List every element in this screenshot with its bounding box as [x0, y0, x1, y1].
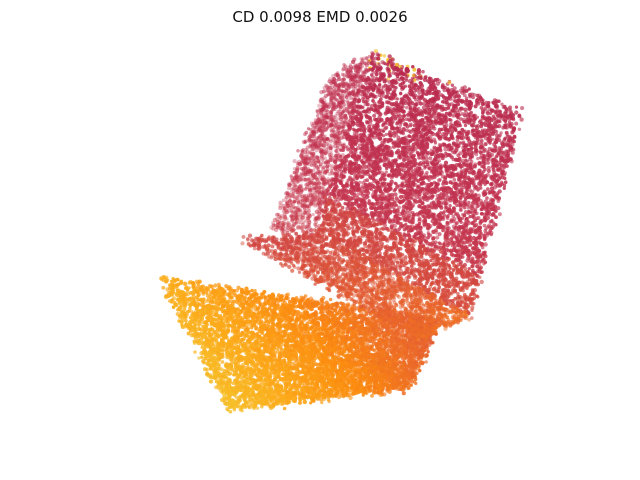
- figure-title: CD 0.0098 EMD 0.0026: [232, 8, 408, 26]
